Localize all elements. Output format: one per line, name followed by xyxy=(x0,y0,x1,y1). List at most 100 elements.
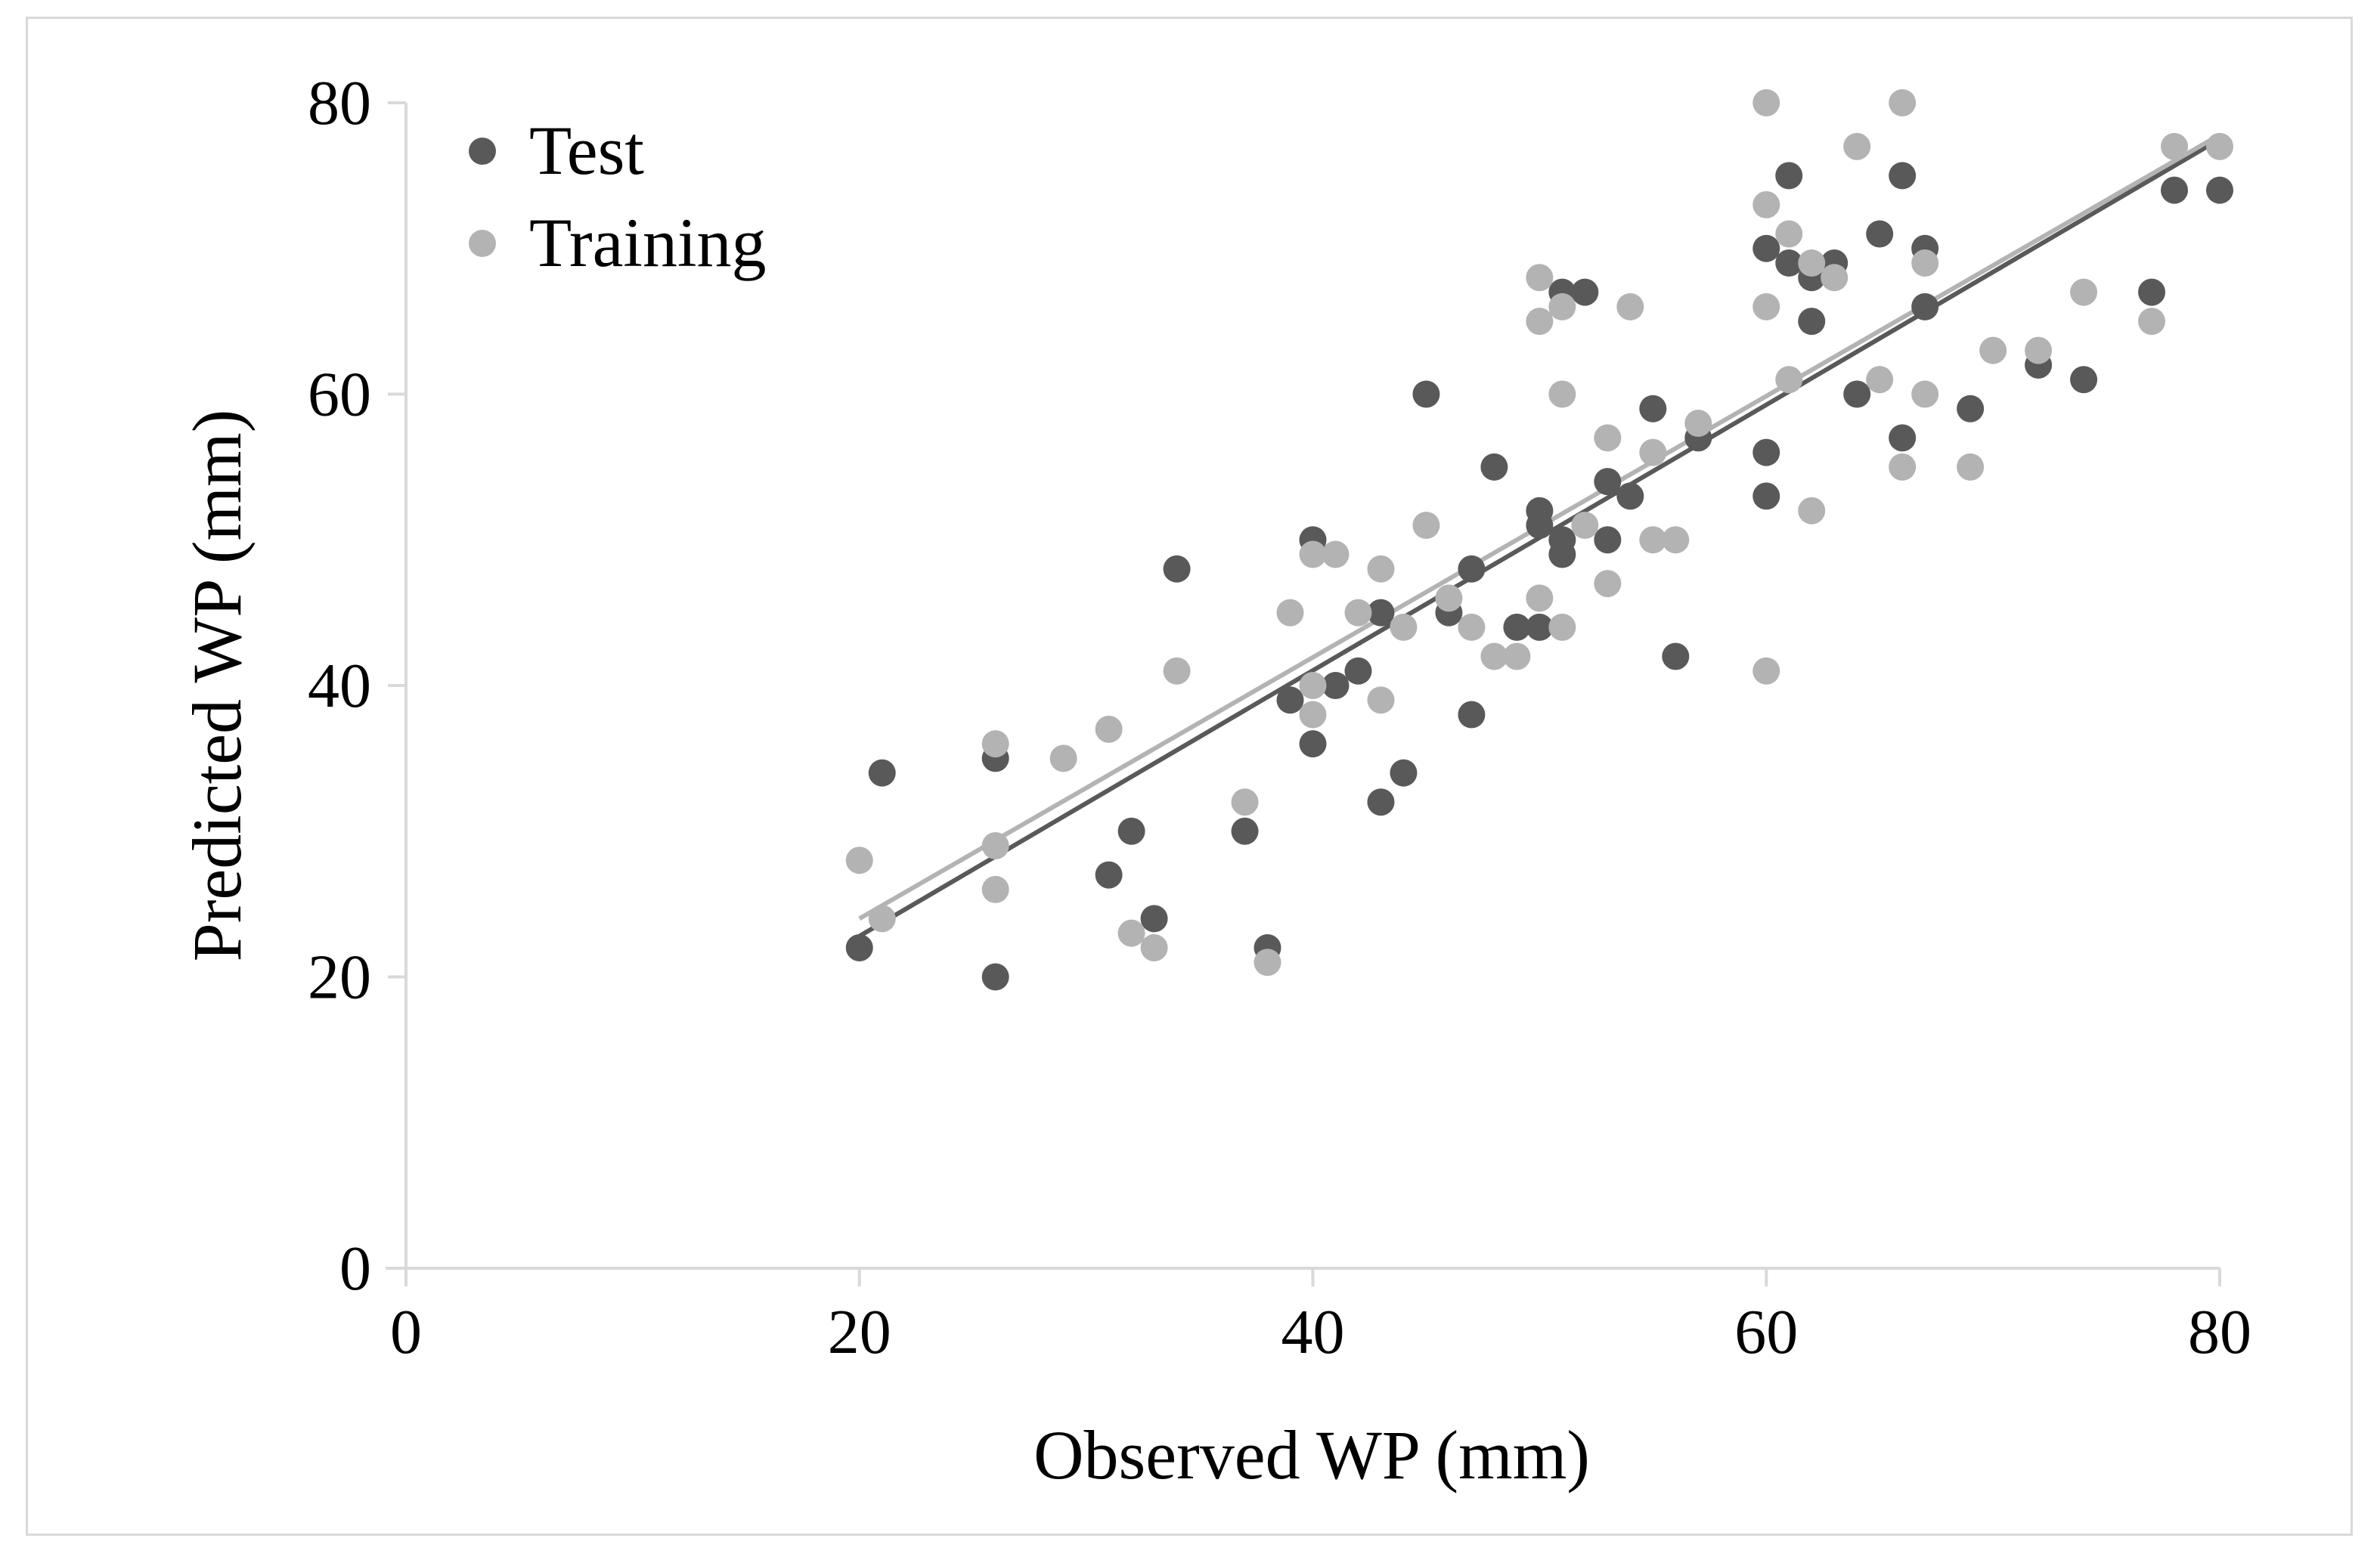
point-training xyxy=(1911,249,1939,277)
point-test xyxy=(1163,555,1191,583)
point-training xyxy=(1639,438,1667,466)
point-training xyxy=(1299,701,1327,729)
point-test xyxy=(1367,599,1395,627)
point-training xyxy=(1594,570,1622,598)
point-test xyxy=(2070,366,2098,394)
point-test xyxy=(1594,526,1622,554)
point-training xyxy=(1458,613,1486,641)
legend: Test Training xyxy=(469,112,767,281)
point-training xyxy=(1276,599,1304,627)
point-training xyxy=(1911,380,1939,408)
point-training xyxy=(1821,264,1849,292)
point-training xyxy=(1390,613,1418,641)
point-test xyxy=(1752,234,1780,262)
point-test xyxy=(845,933,873,961)
point-test xyxy=(1889,162,1917,190)
point-test xyxy=(1367,788,1395,816)
point-training xyxy=(1594,424,1622,452)
point-test xyxy=(1412,380,1440,408)
point-training xyxy=(1254,949,1281,977)
point-test xyxy=(1503,613,1531,641)
point-test xyxy=(1662,642,1690,670)
point-training xyxy=(1684,410,1712,438)
legend-label-test: Test xyxy=(529,112,644,189)
point-training xyxy=(1095,715,1123,743)
point-training xyxy=(1526,584,1554,612)
point-test xyxy=(981,963,1009,991)
point-training xyxy=(1412,511,1440,539)
point-training xyxy=(2070,278,2098,306)
point-training xyxy=(1775,366,1803,394)
point-training xyxy=(1344,599,1372,627)
point-test xyxy=(1548,540,1576,568)
point-test xyxy=(2206,176,2233,204)
point-training xyxy=(1163,657,1191,685)
point-test xyxy=(1526,511,1554,539)
point-test xyxy=(1911,292,1939,320)
point-training xyxy=(2206,132,2233,160)
point-training xyxy=(1367,686,1395,714)
point-training xyxy=(1889,453,1917,481)
point-training xyxy=(1866,366,1894,394)
legend-marker-training xyxy=(469,230,496,257)
point-training xyxy=(981,730,1009,758)
point-training xyxy=(1548,613,1576,641)
point-test xyxy=(1276,686,1304,714)
x-axis-title: Observed WP (mm) xyxy=(1034,1416,1590,1493)
legend-marker-test xyxy=(469,138,496,165)
point-training xyxy=(1639,526,1667,554)
y-tick-label: 60 xyxy=(308,360,371,430)
point-test xyxy=(1480,453,1508,481)
point-test xyxy=(1798,308,1826,336)
x-tick-label: 40 xyxy=(1281,1297,1345,1367)
point-test xyxy=(1843,380,1871,408)
point-test xyxy=(1231,817,1259,845)
point-training xyxy=(1979,336,2007,364)
x-tick-label: 80 xyxy=(2188,1297,2251,1367)
point-training xyxy=(1571,511,1599,539)
point-training xyxy=(1752,657,1780,685)
point-training xyxy=(1616,292,1644,320)
point-training xyxy=(1322,540,1350,568)
point-test xyxy=(1140,905,1168,933)
point-training xyxy=(1526,264,1554,292)
point-training xyxy=(2025,336,2053,364)
y-tick-label: 0 xyxy=(339,1233,371,1304)
point-test xyxy=(1095,861,1123,889)
y-tick-label: 40 xyxy=(308,651,371,721)
point-training xyxy=(981,832,1009,860)
point-training xyxy=(1662,526,1690,554)
point-test xyxy=(1752,482,1780,510)
point-test xyxy=(1571,278,1599,306)
point-training xyxy=(1798,497,1826,525)
point-test xyxy=(1458,701,1486,729)
x-tick-label: 20 xyxy=(828,1297,891,1367)
point-test xyxy=(1322,672,1350,699)
point-training xyxy=(1752,89,1780,116)
point-training xyxy=(1503,642,1531,670)
point-training xyxy=(1480,642,1508,670)
point-training xyxy=(1798,249,1826,277)
point-test xyxy=(1117,817,1145,845)
point-test xyxy=(1616,482,1644,510)
x-tick-label: 0 xyxy=(390,1297,422,1367)
point-training xyxy=(1049,744,1077,772)
y-tick-label: 80 xyxy=(308,68,371,138)
point-training xyxy=(1435,584,1463,612)
point-training xyxy=(1752,190,1780,218)
chart-frame xyxy=(26,17,2353,1536)
point-training xyxy=(1889,89,1917,116)
point-test xyxy=(1775,249,1803,277)
point-test xyxy=(1957,395,1985,422)
x-tick-marks: 0 20 40 60 80 xyxy=(390,1268,2251,1367)
x-tick-label: 60 xyxy=(1734,1297,1798,1367)
point-test xyxy=(2138,278,2166,306)
point-training xyxy=(1548,292,1576,320)
y-axis-title: Predicted WP (mm) xyxy=(178,410,256,962)
point-training xyxy=(1231,788,1259,816)
point-training xyxy=(1299,540,1327,568)
point-test xyxy=(1866,220,1894,248)
point-training xyxy=(1548,380,1576,408)
point-training xyxy=(981,875,1009,903)
